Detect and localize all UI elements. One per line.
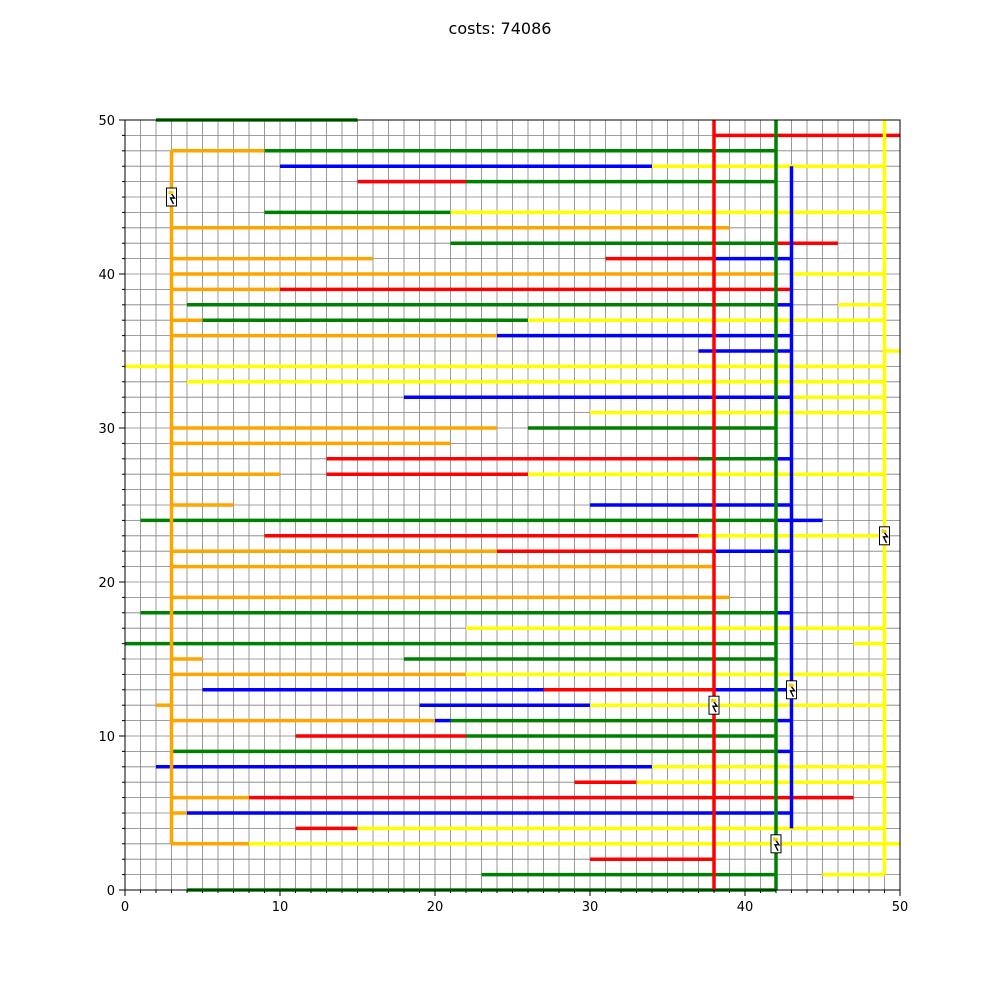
plug-icon — [879, 526, 890, 546]
y-tick-label: 40 — [98, 268, 115, 283]
y-tick-label: 10 — [98, 730, 115, 745]
chart-title: costs: 74086 — [449, 19, 552, 38]
plug-icon — [770, 834, 782, 854]
y-tick-label: 20 — [98, 576, 115, 591]
x-tick-label: 0 — [121, 900, 129, 915]
markers — [166, 187, 890, 854]
x-tick-label: 10 — [272, 900, 289, 915]
y-tick-label: 50 — [98, 114, 115, 129]
plug-icon — [708, 695, 720, 715]
x-tick-label: 20 — [427, 900, 444, 915]
y-tick-label: 30 — [98, 422, 115, 437]
x-tick-label: 40 — [737, 900, 754, 915]
y-tick-label: 0 — [107, 884, 115, 899]
x-tick-label: 30 — [582, 900, 599, 915]
x-tick-label: 50 — [892, 900, 909, 915]
plug-icon — [166, 187, 177, 207]
plug-icon — [786, 680, 797, 700]
network-lines — [125, 118, 900, 892]
axis-ticks: 0 10 20 30 40 50 0 10 20 30 40 50 — [98, 114, 908, 915]
